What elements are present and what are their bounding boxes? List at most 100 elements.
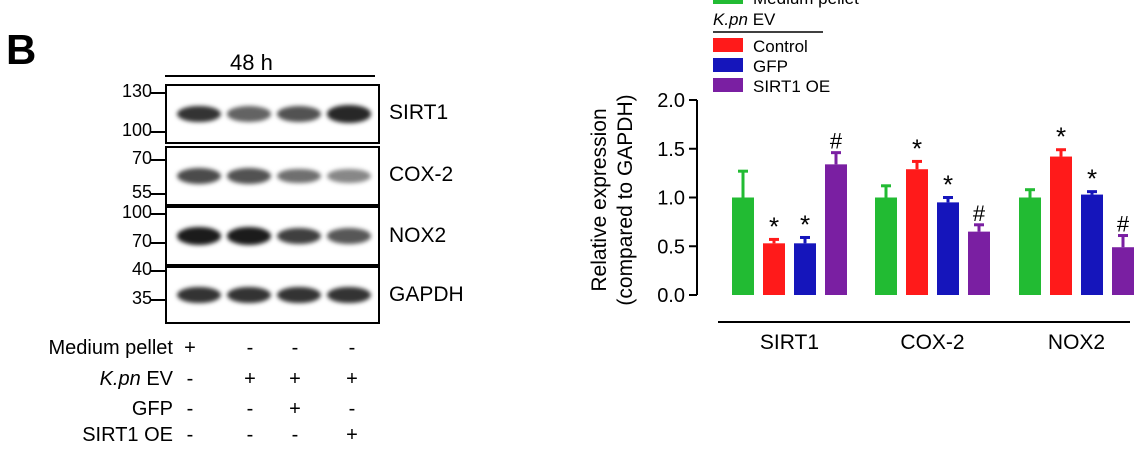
blot-band [327, 286, 371, 304]
condition-sign: - [186, 424, 194, 446]
condition-sign: - [246, 398, 254, 420]
mw-tick [151, 213, 165, 215]
y-tick-label: 0.0 [657, 285, 685, 307]
blot-label-cox2: COX-2 [389, 163, 454, 186]
condition-sign: + [346, 424, 358, 446]
significance-mark: * [1087, 164, 1097, 194]
blot-band [177, 227, 221, 245]
condition-sign: - [291, 424, 299, 446]
legend-swatch [713, 58, 743, 72]
blot-band [277, 286, 321, 304]
y-axis-label: (compared to GAPDH) [614, 94, 637, 305]
mw-tick [151, 193, 165, 195]
bar [1112, 247, 1134, 295]
blot-band [227, 286, 271, 304]
timepoint-line [165, 75, 375, 77]
condition-label: K.pn EV [99, 368, 173, 390]
mw-tick [151, 131, 165, 133]
bar [825, 164, 847, 295]
condition-row-gfp: GFP - - + - [0, 398, 400, 424]
condition-row-medium-pellet: Medium pellet + - - - [0, 337, 400, 363]
legend-swatch [713, 38, 743, 52]
mw-tick [151, 92, 165, 94]
bar [875, 197, 897, 295]
blot-band [277, 168, 321, 184]
bar-chart: 0.0 0.5 1.0 1.5 2.0 Relative expression (compa… [588, 0, 1134, 354]
significance-mark: * [912, 133, 922, 163]
significance-mark: * [1056, 122, 1066, 152]
significance-mark: # [830, 129, 843, 154]
condition-sign: - [186, 368, 194, 390]
x-tick-label: SIRT1 [760, 331, 819, 354]
condition-sign: - [246, 337, 254, 359]
mw-marker: 55 [131, 182, 152, 202]
condition-sign: + [289, 368, 301, 390]
blot-band [327, 169, 371, 183]
significance-mark: # [1117, 212, 1130, 237]
mw-marker: 40 [131, 259, 152, 279]
condition-label: SIRT1 OE [82, 424, 173, 446]
legend-group-title-italic: K.pn [713, 10, 748, 29]
bar [1019, 197, 1041, 295]
significance-mark: * [800, 209, 810, 239]
y-tick-label: 1.5 [657, 139, 685, 161]
blot-band [227, 227, 271, 245]
mw-marker: 70 [131, 148, 152, 168]
condition-sign: + [346, 368, 358, 390]
legend-group-title: K.pn EV [713, 10, 776, 29]
blot-band [277, 106, 321, 122]
condition-sign: + [184, 337, 196, 359]
mw-marker: 70 [131, 231, 152, 251]
mw-marker: 100 [121, 202, 152, 222]
blot-band [177, 286, 221, 304]
panel-letter: B [6, 26, 37, 73]
bar [1050, 156, 1072, 295]
mw-tick [151, 299, 165, 301]
bar [1081, 194, 1103, 295]
blot-band [327, 105, 371, 123]
blot-nox2 [165, 206, 380, 266]
legend-swatch [713, 0, 743, 4]
condition-row-kpn-ev: K.pn EV - + + + [0, 368, 400, 394]
blot-label-nox2: NOX2 [389, 224, 447, 247]
condition-sign: - [348, 337, 356, 359]
condition-sign: - [348, 398, 356, 420]
condition-row-sirt1-oe: SIRT1 OE - - - + [0, 424, 400, 450]
legend-label: Medium pellet [753, 0, 859, 8]
blot-band [177, 168, 221, 184]
blot-label-gapdh: GAPDH [389, 283, 464, 306]
blot-sirt1 [165, 84, 380, 144]
bar [906, 169, 928, 295]
mw-tick [151, 270, 165, 272]
significance-mark: * [943, 170, 953, 200]
significance-mark: # [973, 201, 986, 226]
bar [732, 197, 754, 295]
significance-mark: * [769, 211, 779, 241]
y-axis-label: Relative expression [588, 108, 611, 291]
x-tick-label: COX-2 [900, 331, 964, 354]
y-tick-label: 0.5 [657, 236, 685, 258]
bar [968, 231, 990, 295]
condition-sign: - [291, 337, 299, 359]
blot-band [227, 168, 271, 184]
bar [937, 202, 959, 295]
condition-label: Medium pellet [48, 337, 173, 359]
legend-label: GFP [753, 57, 788, 76]
legend-group-title-text: EV [748, 10, 776, 29]
blot-band [277, 227, 321, 245]
legend-label: Control [753, 37, 808, 56]
y-tick-label: 1.0 [657, 188, 685, 210]
mw-marker: 130 [121, 81, 152, 101]
blot-cox2 [165, 146, 380, 206]
blot-band [177, 105, 221, 123]
condition-sign: + [289, 398, 301, 420]
x-tick-label: NOX2 [1048, 331, 1105, 354]
condition-sign: + [244, 368, 256, 390]
bar [794, 243, 816, 295]
legend-swatch [713, 78, 743, 92]
bar [763, 243, 785, 295]
blot-label-sirt1: SIRT1 [389, 101, 449, 124]
blot-band [227, 106, 271, 122]
mw-marker: 35 [131, 288, 152, 308]
mw-tick [151, 242, 165, 244]
